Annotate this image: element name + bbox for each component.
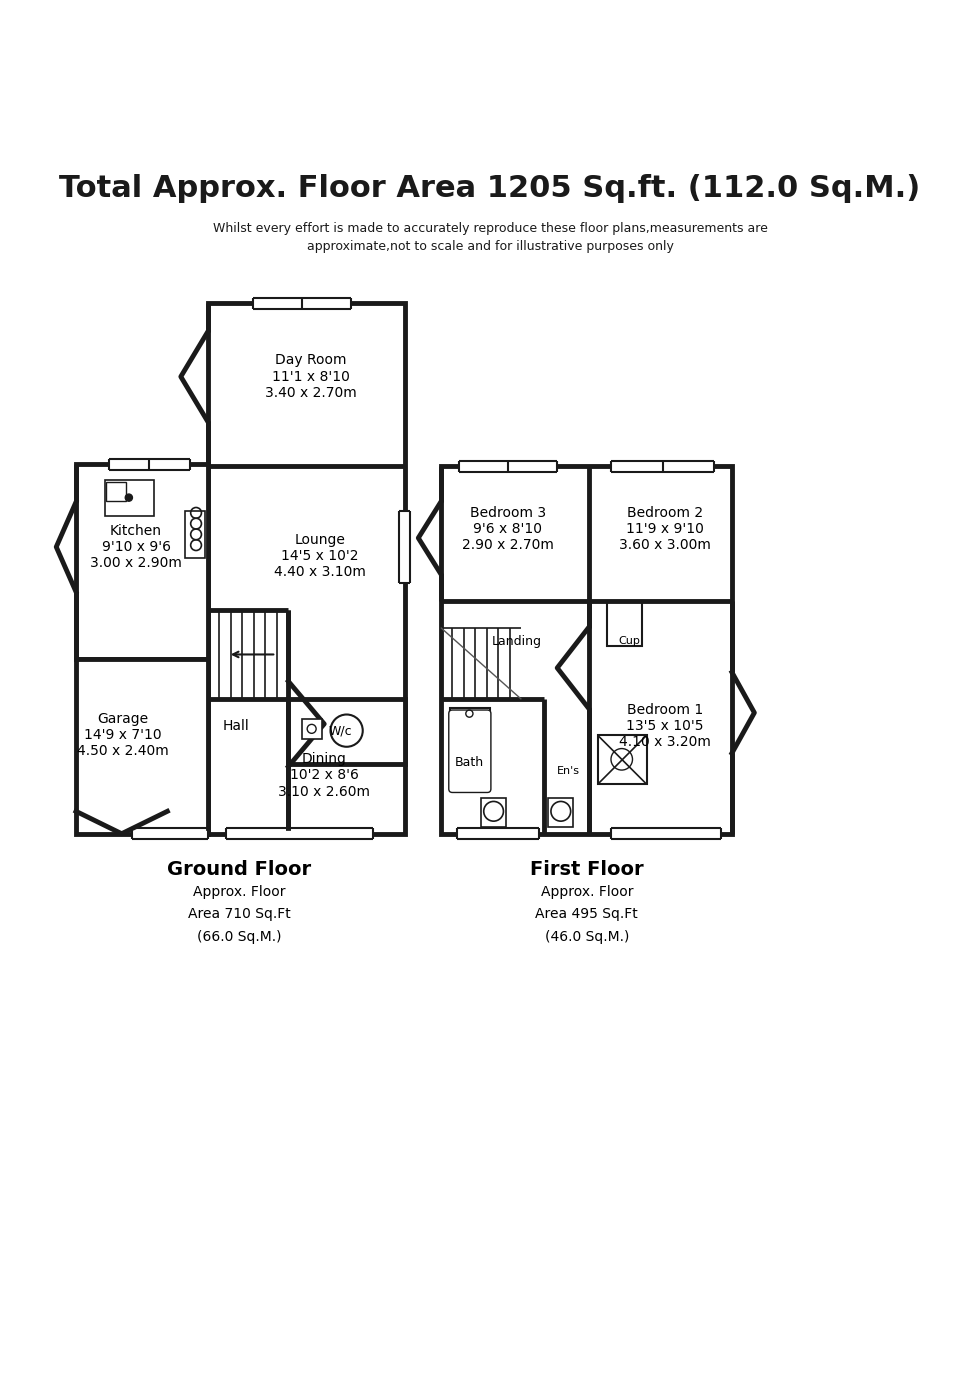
Text: Approx. Floor
Area 710 Sq.Ft
(66.0 Sq.M.): Approx. Floor Area 710 Sq.Ft (66.0 Sq.M.… [188,884,290,944]
Text: Ground Floor: Ground Floor [167,861,311,879]
Text: En's: En's [558,766,580,776]
Text: Approx. Floor
Area 495 Sq.Ft
(46.0 Sq.M.): Approx. Floor Area 495 Sq.Ft (46.0 Sq.M.… [535,884,638,944]
Text: Bedroom 3
9'6 x 8'10
2.90 x 2.70m: Bedroom 3 9'6 x 8'10 2.90 x 2.70m [462,506,554,552]
Bar [208,304,405,834]
Text: Bedroom 2
11'9 x 9'10
3.60 x 3.00m: Bedroom 2 11'9 x 9'10 3.60 x 3.00m [618,506,710,552]
Text: Bedroom 1
13'5 x 10'5
4.10 x 3.20m: Bedroom 1 13'5 x 10'5 4.10 x 3.20m [618,703,710,750]
Bar [76,658,208,834]
Bar [185,511,205,557]
Text: Whilst every effort is made to accurately reproduce these floor plans,measuremen: Whilst every effort is made to accuratel… [213,222,767,254]
Text: Cup: Cup [618,636,640,646]
Bar [450,708,490,789]
Bar [76,464,208,658]
Text: Day Room
11'1 x 8'10
3.40 x 2.70m: Day Room 11'1 x 8'10 3.40 x 2.70m [265,353,357,399]
Bar [441,466,732,834]
Text: Landing: Landing [492,635,542,647]
Bar [288,700,405,764]
Circle shape [125,493,132,502]
Text: Kitchen
9'10 x 9'6
3.00 x 2.90m: Kitchen 9'10 x 9'6 3.00 x 2.90m [90,524,182,570]
Bar [302,719,321,739]
FancyBboxPatch shape [449,710,491,793]
Text: Bath: Bath [455,755,484,768]
Text: First Floor: First Floor [530,861,644,879]
Bar [607,600,642,646]
Bar [481,798,506,826]
Text: Garage
14'9 x 7'10
4.50 x 2.40m: Garage 14'9 x 7'10 4.50 x 2.40m [76,712,169,758]
Text: Lounge
14'5 x 10'2
4.40 x 3.10m: Lounge 14'5 x 10'2 4.40 x 3.10m [273,532,366,579]
Bar [548,798,573,826]
Text: Total Approx. Floor Area 1205 Sq.ft. (112.0 Sq.M.): Total Approx. Floor Area 1205 Sq.ft. (11… [60,175,920,202]
Text: Hall: Hall [223,719,250,733]
Bar [598,735,647,784]
Text: W/c: W/c [328,723,353,737]
Text: Dining
10'2 x 8'6
3.10 x 2.60m: Dining 10'2 x 8'6 3.10 x 2.60m [278,753,370,798]
Bar [105,480,154,516]
Bar [107,481,126,502]
